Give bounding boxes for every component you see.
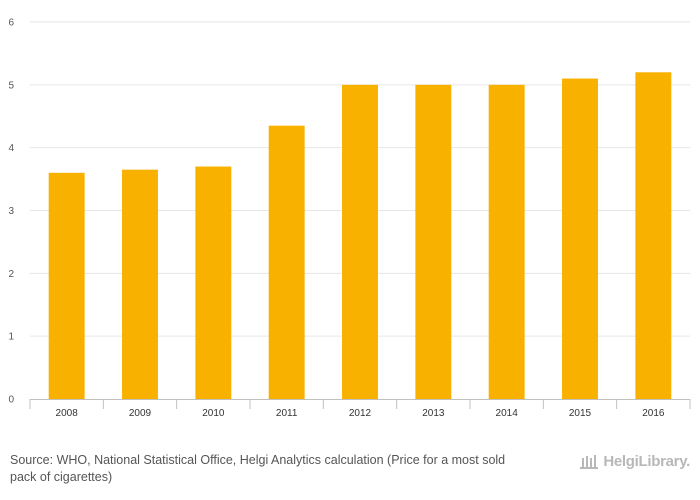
y-tick-label: 1 [8, 332, 14, 343]
bar [342, 84, 378, 399]
y-tick-label: 5 [8, 80, 14, 91]
bar [635, 72, 672, 400]
bar [488, 84, 525, 399]
x-tick-label: 2008 [56, 408, 79, 419]
y-tick-label: 3 [8, 206, 14, 217]
bar [268, 125, 305, 400]
source-note: Source: WHO, National Statistical Office… [10, 452, 530, 486]
x-tick-label: 2012 [349, 408, 372, 419]
x-tick-label: 2013 [422, 408, 445, 419]
source-label: Source: [10, 453, 54, 467]
x-tick-label: 2015 [569, 408, 592, 419]
footer: Source: WHO, National Statistical Office… [0, 440, 700, 500]
y-tick-label: 0 [8, 395, 14, 406]
x-tick-label: 2009 [129, 408, 152, 419]
bar [122, 169, 158, 399]
logo-text: HelgiLibrary. [603, 453, 690, 470]
x-tick-label: 2014 [496, 408, 519, 419]
x-tick-label: 2016 [642, 408, 665, 419]
helgilibrary-logo[interactable]: HelgiLibrary. [579, 452, 690, 470]
y-tick-label: 4 [8, 143, 14, 154]
chart-area: 0 1 2 3 4 5 6 2008 2009 2010 2011 2012 2013 2014 2015 2… [8, 18, 691, 419]
x-tick-label: 2011 [276, 408, 298, 419]
y-tick-label: 6 [8, 18, 14, 29]
source-text: WHO, National Statistical Office, Helgi … [10, 453, 506, 484]
bar [562, 78, 598, 400]
x-tick-label: 2010 [202, 408, 225, 419]
bar-chart: 0 1 2 3 4 5 6 2008 2009 2010 2011 2012 2013 2014 2015 2… [8, 18, 691, 419]
library-building-icon [580, 455, 599, 469]
bar [48, 172, 85, 399]
bar [195, 166, 232, 399]
y-tick-label: 2 [8, 269, 14, 280]
bar [415, 84, 452, 399]
